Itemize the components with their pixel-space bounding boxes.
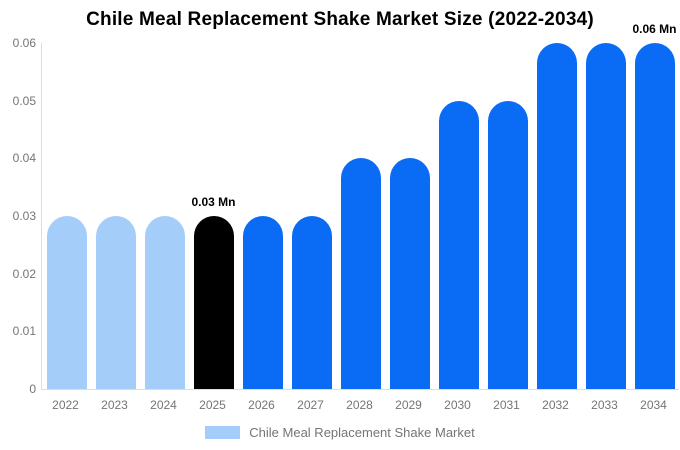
bar-2033[interactable] (585, 43, 626, 389)
bar-2030[interactable] (438, 101, 479, 389)
x-label-2028: 2028 (346, 398, 373, 412)
bar-2022[interactable] (46, 216, 87, 389)
bar-value-label-2025: 0.03 Mn (191, 195, 236, 209)
x-axis-labels: 2022 2023 2024 2025 2026 2027 2028 2029 2030 2031… (41, 398, 678, 412)
x-label-2024: 2024 (150, 398, 177, 412)
y-tick-0.02: 0.02 (12, 266, 36, 281)
legend-label: Chile Meal Replacement Shake Market (249, 425, 475, 440)
x-label-2023: 2023 (101, 398, 128, 412)
x-label-2034: 2034 (640, 398, 667, 412)
x-label-2027: 2027 (297, 398, 324, 412)
bar-2032[interactable] (536, 43, 577, 389)
x-label-2031: 2031 (493, 398, 520, 412)
y-tick-0.03: 0.03 (12, 209, 36, 223)
y-tick-0: 0 (29, 382, 36, 396)
bar-2028[interactable] (340, 158, 381, 389)
y-tick-0.04: 0.04 (12, 151, 36, 166)
x-label-2026: 2026 (248, 398, 275, 412)
bar-2024[interactable] (144, 216, 185, 389)
x-label-2032: 2032 (542, 398, 569, 412)
bar-2023[interactable] (95, 216, 136, 389)
x-label-2029: 2029 (395, 398, 422, 412)
plot-area: 0.03 Mn 0.06 Mn (41, 22, 679, 390)
bar-2034[interactable] (634, 43, 675, 389)
x-label-2033: 2033 (591, 398, 618, 412)
bar-2031[interactable] (487, 101, 528, 389)
legend-swatch-icon (205, 426, 241, 439)
bar-2027[interactable] (291, 216, 332, 389)
bar-2029[interactable] (389, 158, 430, 389)
x-label-2022: 2022 (52, 398, 79, 412)
legend-item[interactable]: Chile Meal Replacement Shake Market (0, 425, 680, 440)
chart-title: Chile Meal Replacement Shake Market Size… (86, 9, 594, 30)
bar-2026[interactable] (242, 216, 283, 389)
bar-2025[interactable] (193, 216, 234, 389)
bar-value-label-2034: 0.06 Mn (632, 22, 677, 36)
y-tick-0.05: 0.05 (12, 93, 36, 108)
y-tick-0.01: 0.01 (12, 324, 36, 339)
y-tick-0.06: 0.06 (12, 36, 36, 50)
x-label-2025: 2025 (199, 398, 226, 412)
x-label-2030: 2030 (444, 398, 471, 412)
